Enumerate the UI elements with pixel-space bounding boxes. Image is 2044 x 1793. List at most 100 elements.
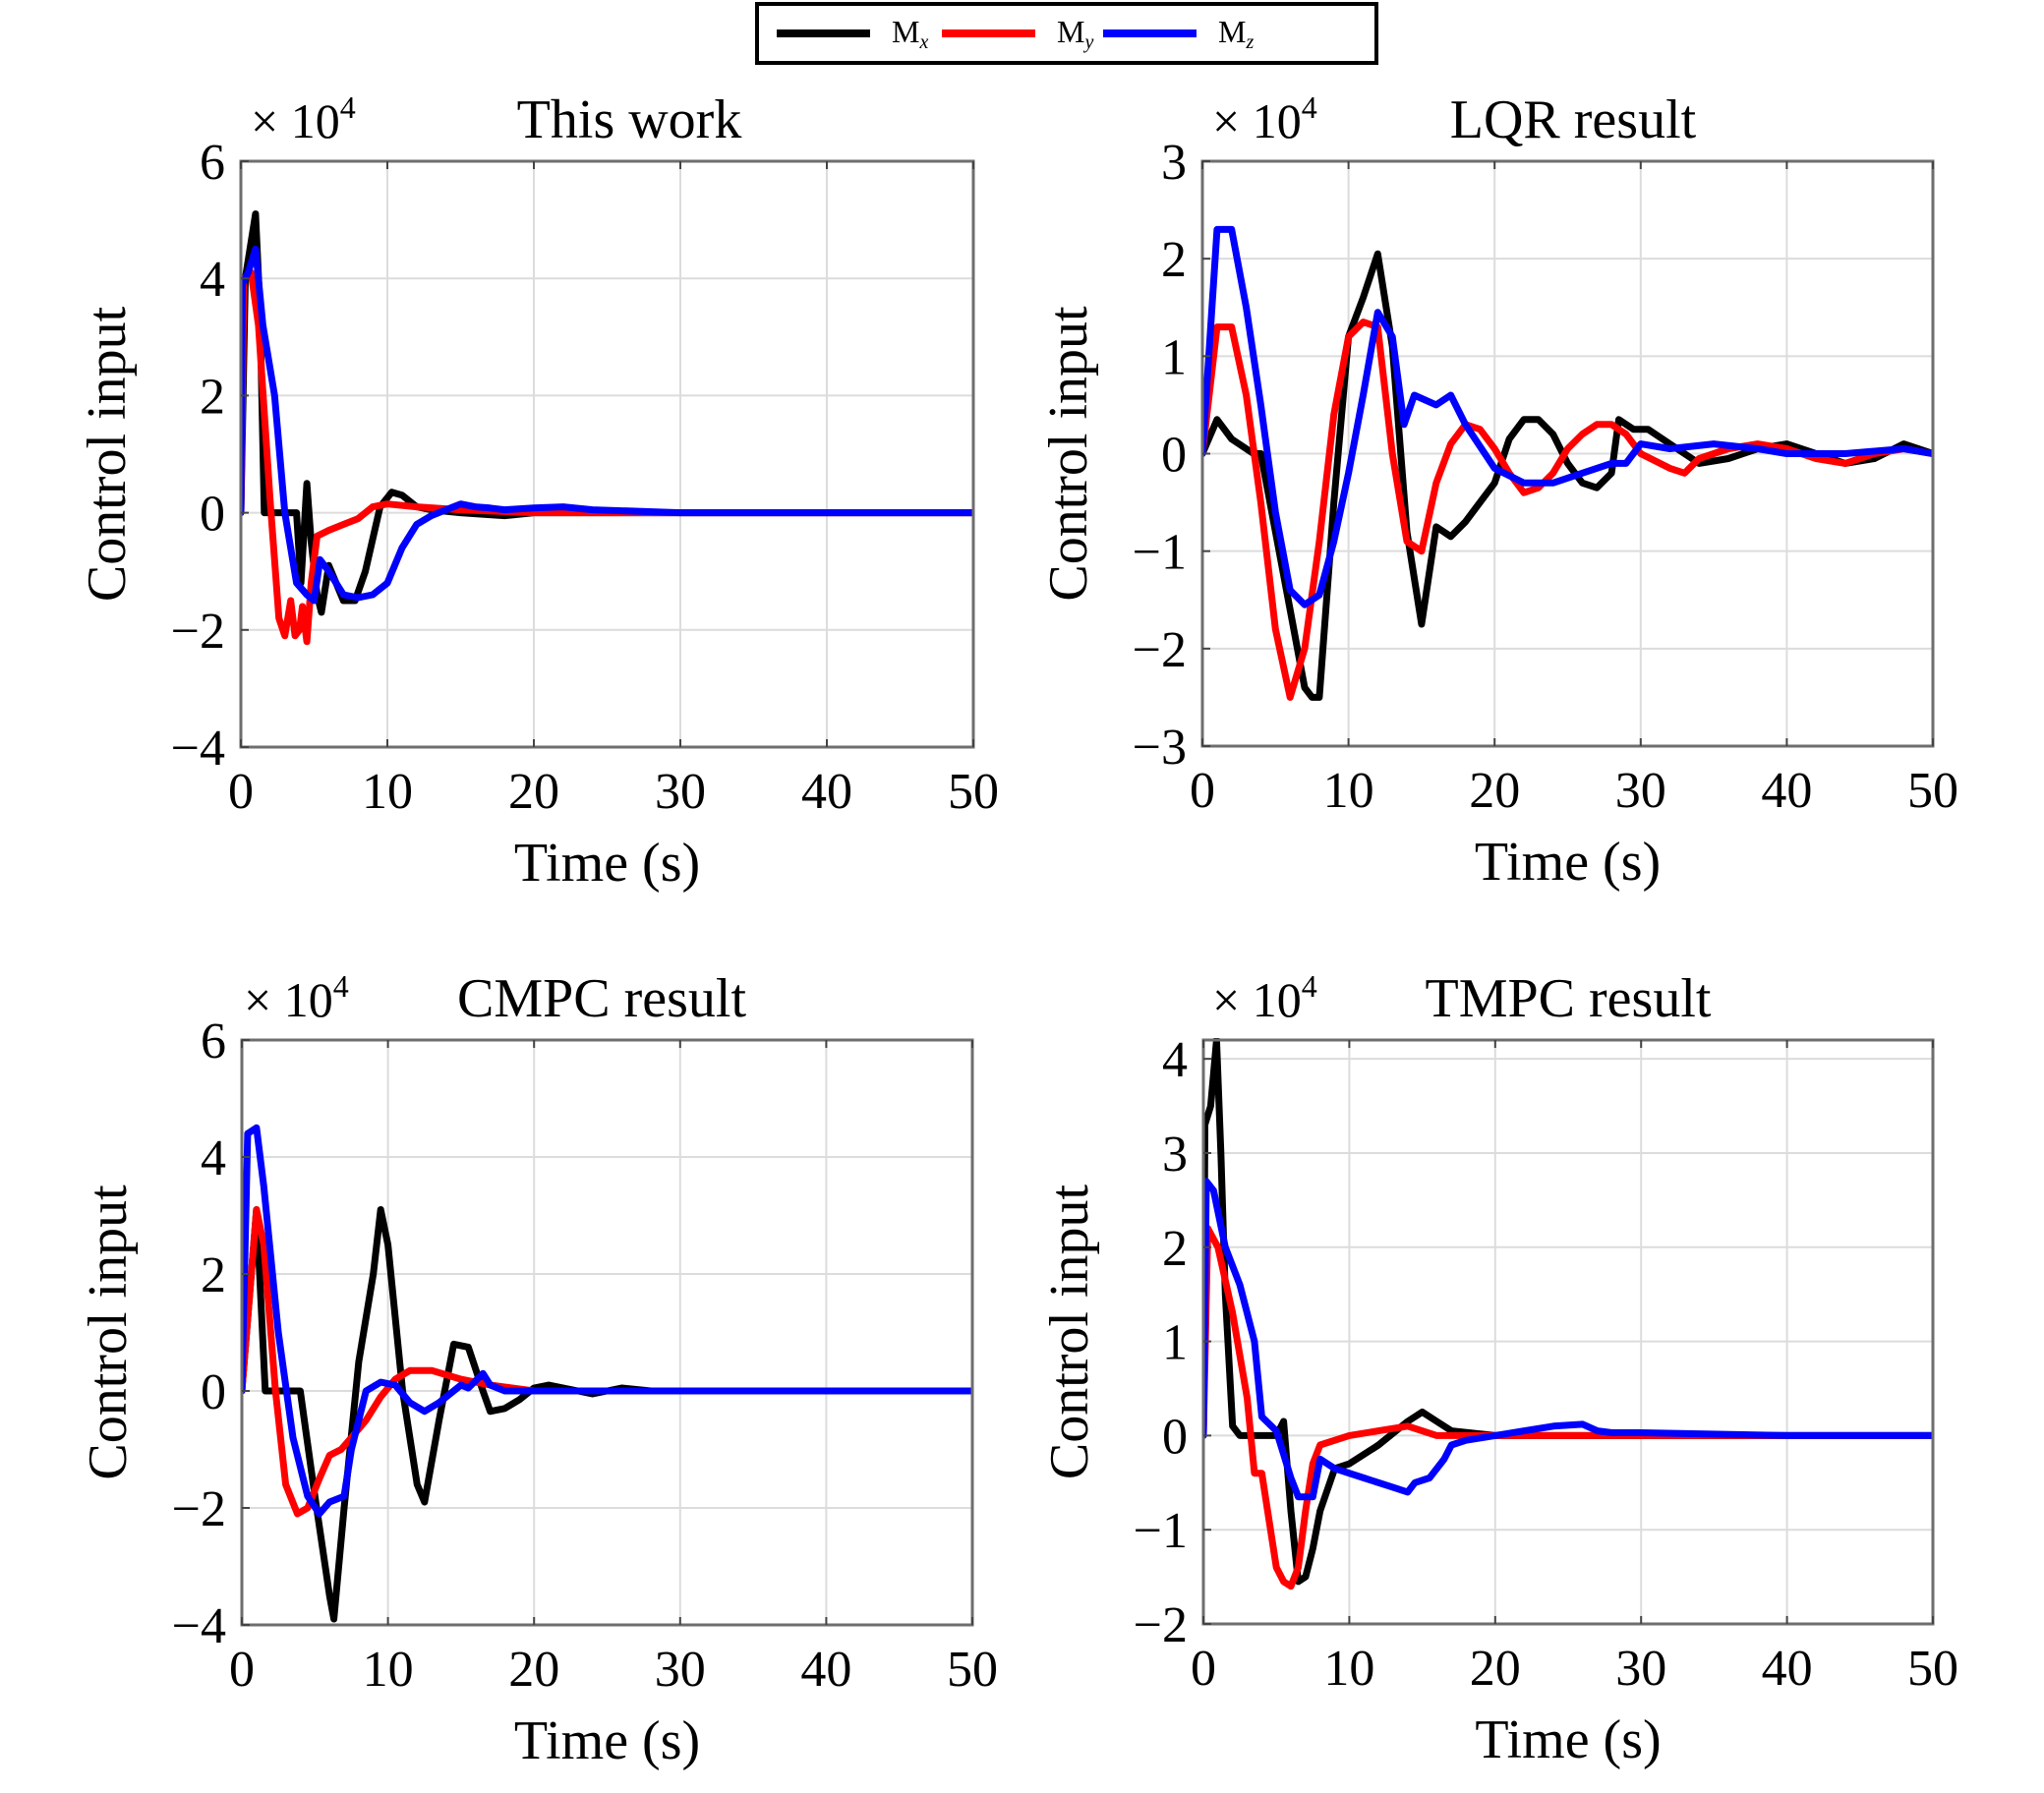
y-axis-label: Control input: [1039, 1184, 1100, 1479]
x-tick-label: 30: [655, 764, 706, 820]
series-group: [242, 1124, 972, 1623]
x-tick-label: 50: [947, 1642, 998, 1698]
y-tick-label: 1: [1161, 329, 1187, 385]
x-tick-label: 30: [1615, 1641, 1666, 1697]
y-tick-label: −3: [1133, 720, 1187, 776]
y-tick-label: −2: [1133, 622, 1187, 678]
subplot-title: CMPC result: [457, 968, 746, 1029]
y-tick-label: 2: [1162, 1221, 1188, 1277]
axis-multiplier-exponent: 4: [340, 89, 356, 125]
x-axis-label: Time (s): [1475, 1709, 1661, 1770]
series-group: [241, 210, 973, 646]
series-line-mx: [242, 1206, 972, 1623]
y-tick-label: 2: [1161, 232, 1187, 288]
x-tick-label: 40: [1762, 1641, 1813, 1697]
legend: Mx My Mz: [755, 2, 1378, 65]
y-tick-label: −2: [171, 604, 225, 660]
x-tick-label: 30: [1615, 763, 1666, 819]
x-tick-label: 20: [1469, 763, 1520, 819]
axis-multiplier-exponent: 4: [1302, 89, 1317, 125]
y-tick-label: 6: [200, 135, 225, 191]
plot-area: [1203, 1040, 1933, 1624]
y-tick-label: −2: [172, 1481, 226, 1537]
y-tick-label: 1: [1162, 1315, 1188, 1371]
x-tick-label: 40: [1761, 763, 1812, 819]
x-tick-label: 50: [1907, 763, 1958, 819]
axes-frame: [240, 1038, 974, 1627]
series-line-mz: [242, 1124, 972, 1518]
series-line-mz: [1202, 225, 1933, 608]
legend-label-mx: Mx: [892, 13, 929, 53]
x-tick-label: 10: [1323, 763, 1374, 819]
series-group: [1203, 1038, 1933, 1591]
series-group: [1202, 225, 1933, 701]
x-axis-label: Time (s): [1475, 832, 1661, 893]
x-tick-label: 10: [362, 764, 413, 820]
subplot-tmpc-result: 0 10 20 30 40 50 −2 −1 0 1 2 3 4 Time (s) Control inpu…: [1039, 968, 1958, 1770]
x-tick-label: 20: [508, 1642, 559, 1698]
series-line-mz: [241, 245, 973, 605]
y-tick-label: 4: [200, 252, 225, 308]
legend-item-my: My: [942, 6, 1093, 61]
y-axis-label: Control input: [78, 1185, 139, 1480]
y-tick-label: 2: [201, 1247, 226, 1303]
y-tick-label: 0: [200, 487, 225, 543]
plot-area: [241, 161, 973, 747]
x-tick-label: 0: [1191, 1641, 1216, 1697]
x-tick-label: 0: [1190, 763, 1215, 819]
x-tick-label: 40: [800, 1642, 851, 1698]
series-line-my: [242, 1206, 972, 1518]
subplot-title: LQR result: [1450, 89, 1697, 150]
x-axis-label: Time (s): [514, 1710, 700, 1771]
subplot-lqr-result: 0 10 20 30 40 50 −3 −2 −1 0 1 2 3 Time (s) Control inp…: [1038, 89, 1958, 893]
x-tick-label: 50: [948, 764, 999, 820]
y-tick-label: 0: [1162, 1409, 1188, 1465]
series-line-my: [1203, 1225, 1933, 1591]
series-line-mx: [1203, 1038, 1933, 1586]
y-axis-label: Control input: [77, 306, 138, 602]
y-tick-label: −1: [1134, 1503, 1188, 1559]
y-tick-label: 4: [1162, 1032, 1188, 1088]
x-tick-label: 10: [1323, 1641, 1374, 1697]
y-tick-label: 0: [1161, 428, 1187, 484]
y-tick-label: 2: [200, 369, 225, 425]
x-tick-label: 0: [228, 764, 254, 820]
axis-multiplier-exponent: 4: [333, 968, 349, 1004]
y-tick-label: −2: [1134, 1597, 1188, 1653]
x-tick-label: 20: [1470, 1641, 1521, 1697]
series-line-mz: [1203, 1178, 1933, 1501]
subplot-this-work: 0 10 20 30 40 50 −4 −2 0 2 4 6 Time (s) Control input…: [77, 89, 999, 894]
x-tick-label: 0: [229, 1642, 255, 1698]
y-tick-label: −4: [171, 721, 225, 777]
subplot-title: This work: [517, 89, 742, 150]
series-line-mx: [1202, 250, 1933, 701]
subplot-cmpc-result: 0 10 20 30 40 50 −4 −2 0 2 4 6 Time (s) Control input…: [78, 968, 998, 1771]
y-tick-label: 3: [1162, 1127, 1188, 1183]
x-tick-label: 10: [363, 1642, 414, 1698]
plot-area: [242, 1040, 972, 1625]
legend-label-my: My: [1057, 13, 1094, 53]
legend-swatch-mz: [1103, 29, 1197, 37]
legend-item-mx: Mx: [777, 6, 928, 61]
axes-frame: [1201, 1038, 1935, 1626]
x-tick-label: 30: [655, 1642, 706, 1698]
x-tick-label: 40: [801, 764, 852, 820]
subplot-title: TMPC result: [1426, 968, 1712, 1029]
legend-label-mz: Mz: [1218, 13, 1255, 53]
axis-multiplier: × 104: [244, 968, 349, 1027]
y-tick-label: 6: [201, 1013, 226, 1070]
series-line-my: [241, 268, 973, 646]
legend-swatch-my: [942, 29, 1035, 37]
x-tick-label: 50: [1907, 1641, 1958, 1697]
y-tick-label: 4: [201, 1130, 226, 1186]
legend-swatch-mx: [777, 29, 870, 37]
axes-frame: [239, 159, 975, 749]
x-tick-label: 20: [508, 764, 559, 820]
y-axis-label: Control input: [1038, 306, 1099, 602]
y-tick-label: 3: [1161, 135, 1187, 191]
y-tick-label: 0: [201, 1364, 226, 1420]
x-axis-label: Time (s): [514, 833, 700, 894]
axis-multiplier: × 104: [251, 89, 356, 148]
axis-multiplier: × 104: [1212, 89, 1317, 148]
